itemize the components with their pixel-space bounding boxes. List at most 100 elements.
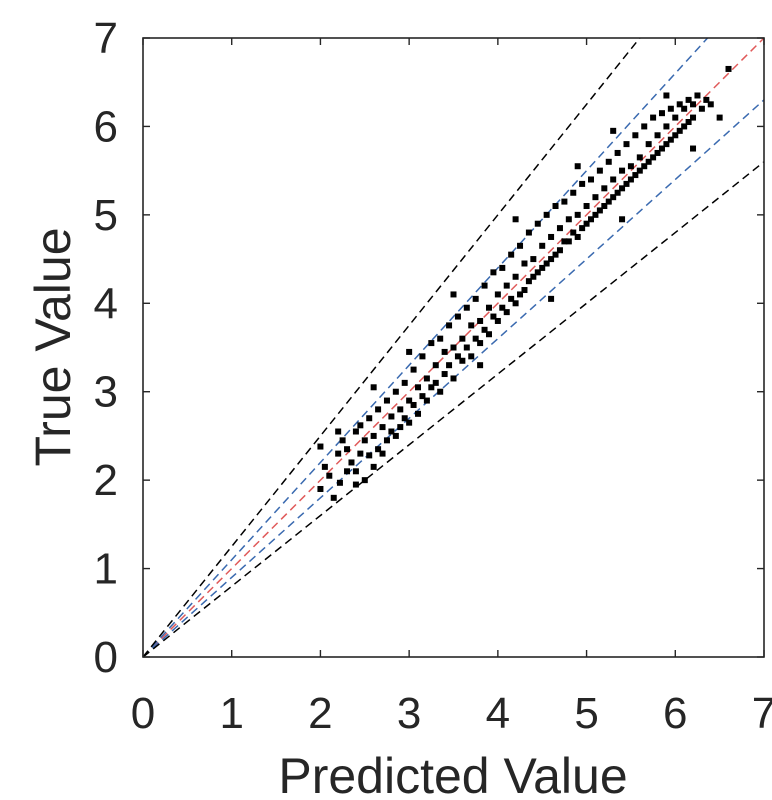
data-point [663, 141, 670, 148]
data-point [627, 176, 634, 183]
data-point [344, 468, 351, 475]
data-point [450, 344, 457, 351]
y-tick-label: 5 [94, 191, 118, 240]
data-point [503, 309, 510, 316]
data-point [614, 189, 621, 196]
data-point [344, 446, 351, 453]
data-point [525, 229, 532, 236]
y-tick-label: 0 [94, 633, 118, 682]
data-point [432, 379, 439, 386]
data-point [623, 180, 630, 187]
data-point [485, 331, 492, 338]
reference-line-3 [142, 37, 641, 658]
data-point [512, 216, 519, 223]
data-point [530, 273, 537, 280]
data-point [667, 105, 674, 112]
data-point [574, 211, 581, 218]
x-tick-label: 6 [663, 689, 687, 738]
x-tick-label: 4 [486, 689, 510, 738]
data-point [490, 313, 497, 320]
data-point [361, 437, 368, 444]
data-point [339, 437, 346, 444]
reference-line-0 [142, 37, 765, 658]
data-point [406, 348, 413, 355]
data-point [685, 96, 692, 103]
data-point [534, 269, 541, 276]
data-point [401, 379, 408, 386]
data-point [636, 154, 643, 161]
data-point [667, 136, 674, 143]
data-point [375, 446, 382, 453]
data-point [548, 295, 555, 302]
data-point [605, 158, 612, 165]
data-point [477, 362, 484, 369]
data-point [459, 357, 466, 364]
data-point [658, 145, 665, 152]
data-point [357, 450, 364, 457]
data-point [494, 291, 501, 298]
data-point [450, 375, 457, 382]
data-point [450, 291, 457, 298]
data-point [321, 463, 328, 470]
data-point [348, 459, 355, 466]
data-point [410, 366, 417, 373]
data-point [388, 413, 395, 420]
data-point [508, 251, 515, 258]
x-tick-label: 3 [397, 689, 421, 738]
data-point [379, 450, 386, 457]
data-point [530, 256, 537, 263]
data-point [552, 251, 559, 258]
data-point [441, 371, 448, 378]
data-point [481, 326, 488, 333]
data-point [361, 477, 368, 484]
data-point [619, 216, 626, 223]
data-point [650, 114, 657, 121]
data-point [375, 406, 382, 413]
x-ticks: 0 1 2 3 4 5 6 7 [131, 38, 772, 738]
data-point [690, 145, 697, 152]
data-point [556, 225, 563, 232]
data-point [672, 132, 679, 139]
data-point [419, 393, 426, 400]
data-point [641, 123, 648, 130]
data-point [317, 443, 324, 450]
data-point [676, 127, 683, 134]
data-point [437, 335, 444, 342]
data-point [605, 198, 612, 205]
data-point [415, 384, 422, 391]
data-point [459, 335, 466, 342]
data-point [525, 278, 532, 285]
data-point [410, 401, 417, 408]
y-tick-label: 7 [94, 14, 118, 63]
data-point [508, 295, 515, 302]
data-point [521, 260, 528, 267]
data-point [601, 203, 608, 210]
data-point [663, 92, 670, 99]
data-point [690, 114, 697, 121]
data-point [437, 388, 444, 395]
data-point [383, 397, 390, 404]
data-point [592, 194, 599, 201]
data-point [685, 119, 692, 126]
data-point [632, 132, 639, 139]
data-points [317, 65, 732, 501]
data-point [432, 362, 439, 369]
data-point [658, 110, 665, 117]
data-point [641, 163, 648, 170]
data-point [335, 428, 342, 435]
data-point [619, 167, 626, 174]
data-point [499, 264, 506, 271]
data-point [366, 452, 373, 459]
data-point [512, 300, 519, 307]
data-point [574, 163, 581, 170]
data-point [632, 172, 639, 179]
data-point [481, 282, 488, 289]
data-point [574, 233, 581, 240]
data-point [352, 468, 359, 475]
data-point [672, 114, 679, 121]
data-point [397, 406, 404, 413]
data-point [517, 242, 524, 249]
data-point [503, 282, 510, 289]
data-point [627, 163, 634, 170]
data-point [614, 149, 621, 156]
